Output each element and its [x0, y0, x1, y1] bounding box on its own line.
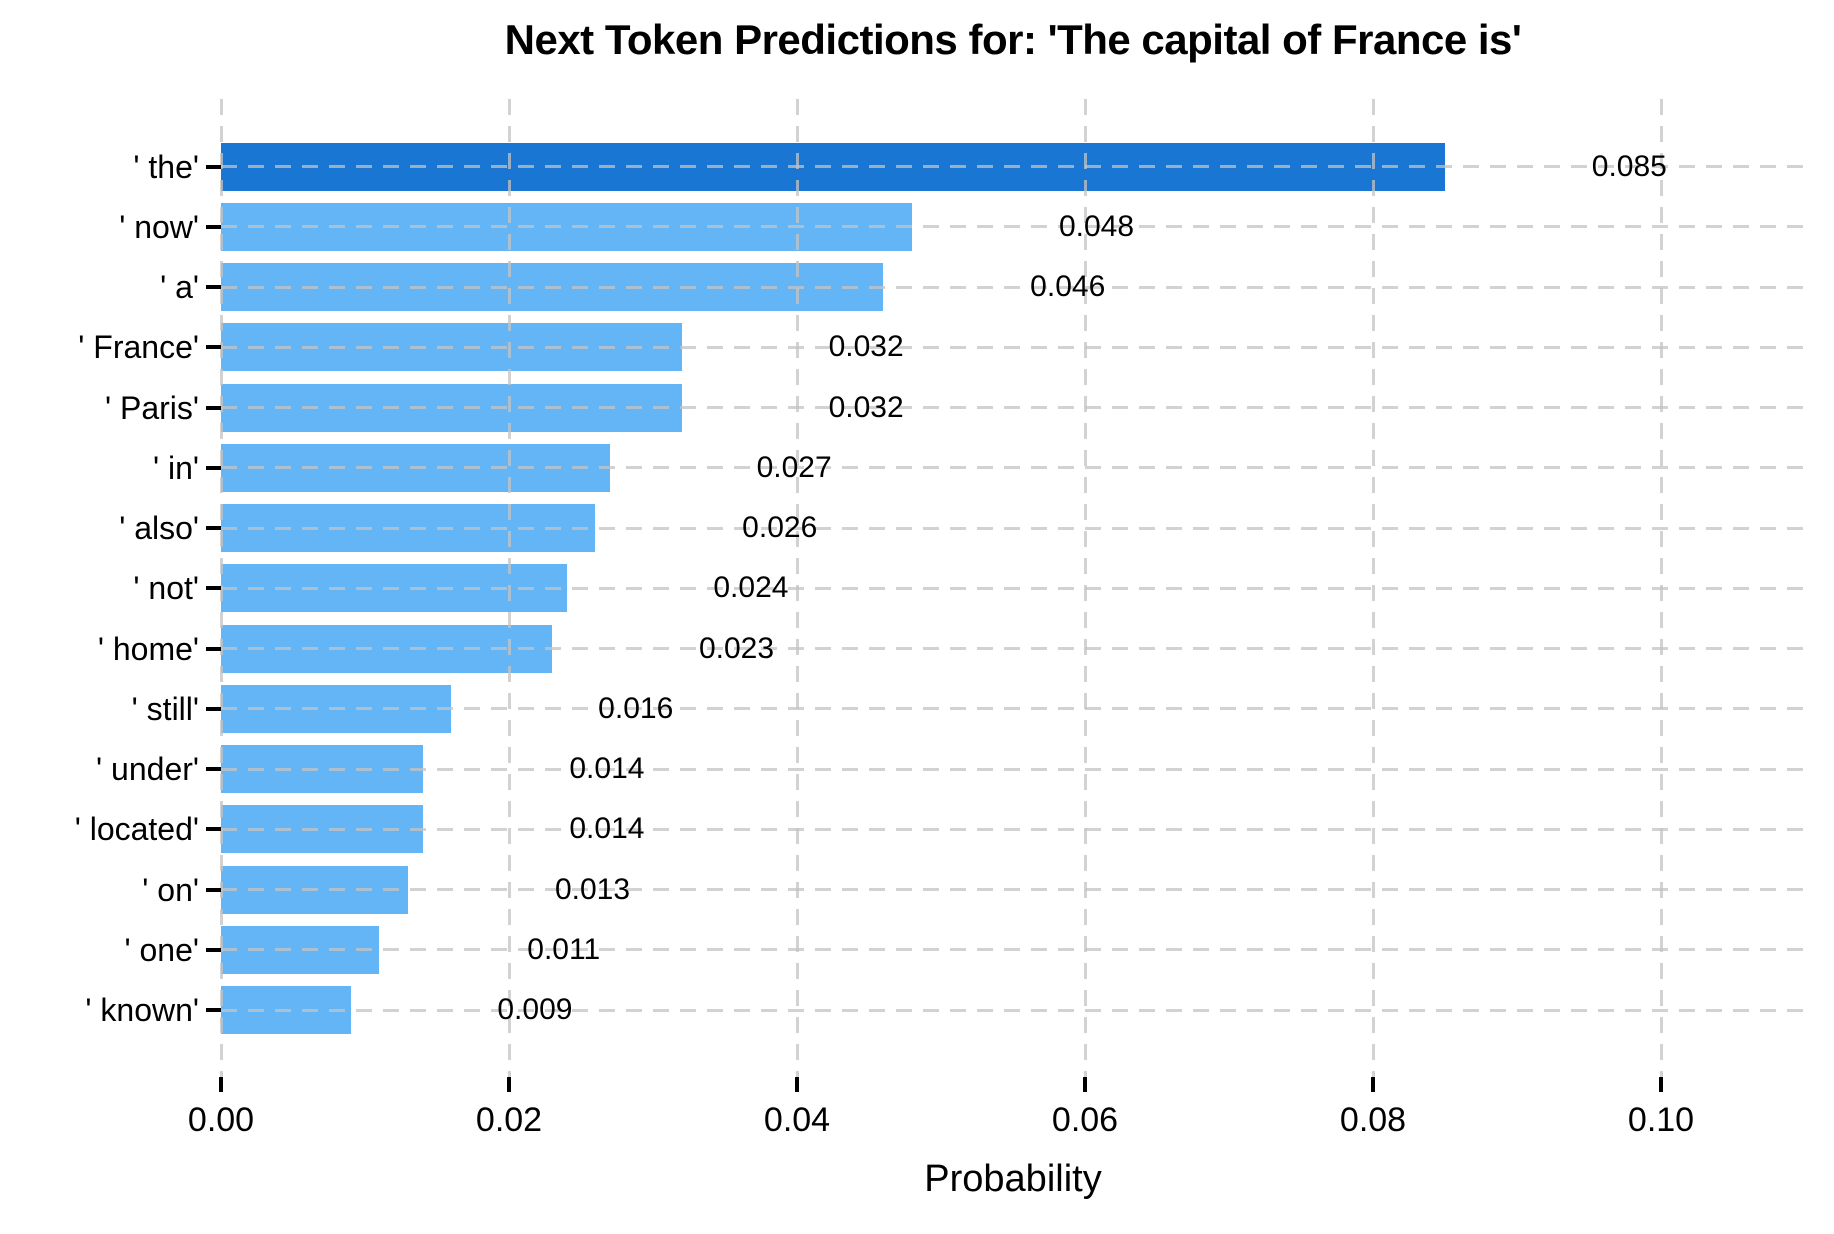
bar-value-label: 0.014	[569, 812, 645, 846]
horizontal-gridline	[221, 466, 1805, 470]
y-axis-label: ' Paris'	[104, 389, 199, 426]
bar-value-label: 0.013	[554, 872, 631, 906]
y-axis-label: ' not'	[133, 570, 199, 607]
bar-value-label: 0.016	[598, 691, 674, 725]
bar-value-label: 0.011	[527, 932, 601, 966]
bar-value-label: 0.027	[756, 450, 832, 484]
x-axis-tick-mark	[219, 1077, 223, 1092]
bar-value-label: 0.023	[698, 631, 775, 665]
horizontal-gridline	[221, 285, 1805, 289]
bar-value-label: 0.009	[497, 993, 573, 1026]
plot-area: 0.00 0.02 0.04 0.06 0.08 0.10 ' the' 0.085 ' now…	[75, 99, 1805, 1139]
horizontal-gridline	[221, 345, 1805, 349]
horizontal-gridline	[221, 526, 1805, 530]
horizontal-gridline	[221, 586, 1805, 590]
horizontal-gridline	[221, 707, 1805, 711]
y-axis-tick-mark	[206, 767, 221, 771]
y-axis-label: ' still'	[131, 690, 199, 727]
x-axis-tick-mark	[795, 1077, 799, 1092]
x-axis-tick-label: 0.08	[1339, 1101, 1407, 1139]
y-axis-tick-mark	[206, 586, 221, 591]
bar-value-label: 0.085	[1591, 149, 1667, 183]
y-axis-tick-mark	[206, 887, 221, 892]
y-axis-tick-mark	[206, 827, 221, 832]
y-axis-label: ' under'	[96, 751, 199, 787]
chart-title: Next Token Predictions for: 'The capital…	[504, 16, 1522, 63]
x-axis-tick-mark	[1659, 1077, 1663, 1092]
horizontal-gridline	[221, 165, 1805, 168]
x-axis-tick-label: 0.02	[475, 1101, 543, 1139]
bar-value-label: 0.032	[828, 330, 904, 364]
y-axis-tick-mark	[206, 1008, 221, 1012]
y-axis-tick-mark	[206, 345, 221, 350]
y-axis-tick-mark	[206, 224, 221, 229]
y-axis-label: ' France'	[78, 329, 199, 366]
x-axis-tick-label: 0.00	[187, 1101, 255, 1139]
bar-value-label: 0.024	[713, 571, 789, 605]
x-axis-tick-label: 0.04	[763, 1101, 831, 1139]
horizontal-gridline	[221, 406, 1805, 409]
horizontal-gridline	[221, 647, 1805, 650]
bar-value-label: 0.048	[1058, 209, 1135, 243]
x-axis-title: Probability	[924, 1158, 1102, 1200]
x-axis-tick-label: 0.10	[1627, 1101, 1695, 1139]
y-axis-tick-mark	[206, 285, 221, 289]
horizontal-gridline	[221, 948, 1805, 952]
y-axis-tick-mark	[206, 164, 221, 169]
y-axis-label: ' in'	[152, 449, 199, 486]
y-axis-tick-mark	[206, 526, 221, 530]
y-axis-label: ' home'	[97, 630, 199, 667]
y-axis-tick-mark	[206, 646, 221, 651]
y-axis-label: ' the'	[133, 148, 199, 185]
bar-value-label: 0.014	[569, 752, 645, 785]
x-axis-tick-mark	[1371, 1077, 1375, 1092]
x-axis-tick-mark	[507, 1077, 511, 1092]
y-axis-label: ' a'	[160, 269, 199, 305]
y-axis-label: ' now'	[119, 208, 199, 245]
y-axis-label: ' one'	[124, 931, 200, 968]
bar-value-label: 0.046	[1030, 270, 1106, 303]
horizontal-gridline	[221, 888, 1805, 891]
y-axis-tick-mark	[206, 465, 221, 470]
x-axis-tick-label: 0.06	[1051, 1101, 1119, 1139]
horizontal-gridline	[221, 827, 1805, 831]
y-axis-tick-mark	[206, 405, 221, 410]
y-axis-label: ' on'	[142, 871, 199, 908]
y-axis-tick-mark	[206, 706, 221, 711]
x-axis-tick-mark	[1083, 1077, 1087, 1092]
bar-value-label: 0.026	[742, 511, 818, 544]
horizontal-gridline	[221, 225, 1805, 229]
horizontal-gridline	[221, 767, 1805, 771]
y-axis-label: ' located'	[74, 811, 199, 848]
y-axis-tick-mark	[206, 947, 221, 952]
y-axis-label: ' known'	[85, 992, 199, 1028]
y-axis-label: ' also'	[119, 510, 199, 546]
bar-value-label: 0.032	[828, 390, 904, 424]
horizontal-gridline	[221, 1008, 1805, 1012]
